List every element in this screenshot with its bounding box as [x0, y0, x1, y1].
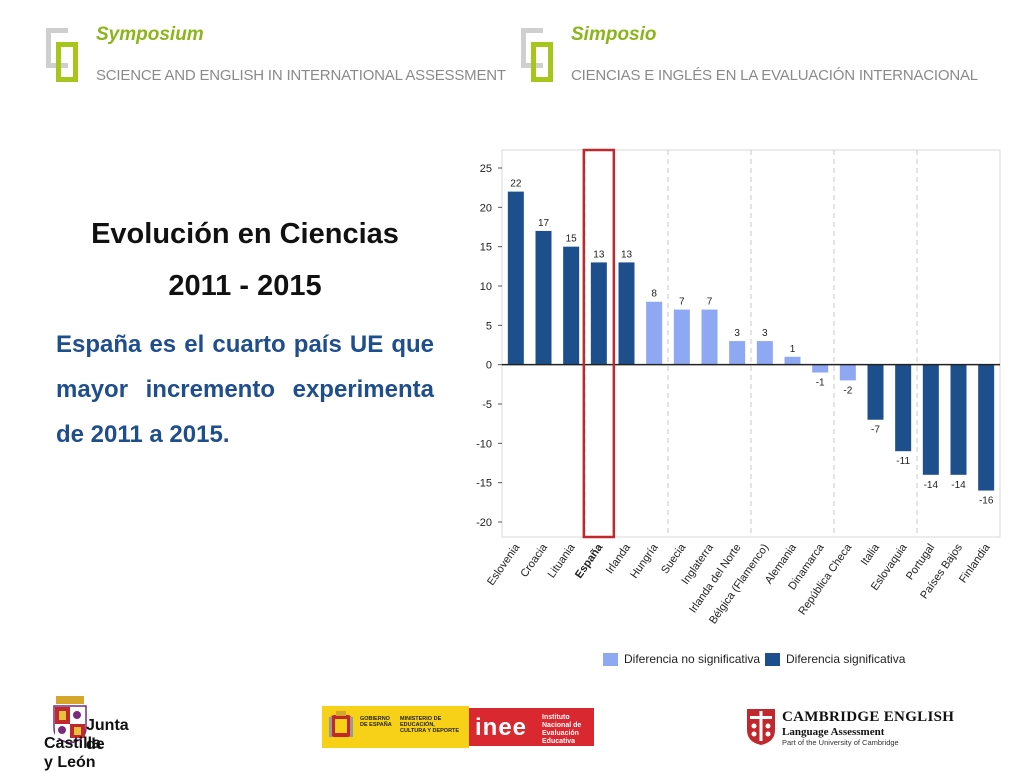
jcyl-name: Junta de — [86, 716, 129, 754]
cambridge-tagline: Part of the University of Cambridge — [782, 738, 899, 747]
jcyl-line1: Junta de — [86, 717, 129, 753]
bar-value-label: -1 — [816, 378, 825, 389]
cambridge-title: CAMBRIDGE ENGLISH — [782, 709, 955, 725]
bar-chart: 2520151050-5-10-15-2022Eslovenia17Croaci… — [476, 148, 1001, 626]
bar — [507, 191, 524, 365]
highlight-box — [582, 148, 616, 539]
bar-value-label: 3 — [734, 328, 740, 339]
bar-value-label: -14 — [924, 480, 939, 491]
bar-value-label: -14 — [951, 480, 966, 491]
x-tick-label: Italia — [859, 541, 883, 568]
bar-value-label: 8 — [651, 289, 657, 300]
gov-gobierno-text: GOBIERNO DE ESPAÑA — [360, 716, 392, 728]
symposium-logo-right — [521, 28, 561, 88]
y-tick-label: 20 — [480, 202, 492, 214]
symposium-subtitle-left: SCIENCE AND ENGLISH IN INTERNATIONAL ASS… — [96, 67, 506, 84]
bar-value-label: 3 — [762, 328, 768, 339]
inee-banner — [469, 708, 594, 746]
bar — [618, 262, 635, 365]
y-tick-label: -5 — [482, 399, 492, 411]
inee-full-name: Instituto Nacional de Evaluación Educati… — [542, 714, 582, 745]
gov-banner: GOBIERNO DE ESPAÑA MINISTERIO DE EDUCACI… — [322, 706, 469, 748]
page-title: Evolución en Ciencias — [91, 218, 399, 250]
legend-swatch-significant — [765, 652, 780, 666]
bar — [950, 364, 967, 475]
y-tick-label: 15 — [480, 242, 492, 254]
y-tick-label: 25 — [480, 163, 492, 175]
bar-value-label: 15 — [566, 234, 578, 245]
bar — [784, 356, 801, 365]
bar — [535, 230, 552, 365]
bar — [895, 364, 912, 452]
bar-value-label: 7 — [707, 297, 713, 308]
symposium-label-right: Simposio — [571, 24, 657, 45]
x-tick-label: Eslovenia — [485, 541, 523, 588]
bar — [729, 341, 746, 365]
jcyl-shield-icon — [53, 696, 87, 744]
bar-value-label: 22 — [510, 179, 522, 190]
bar — [756, 341, 773, 365]
x-tick-label: Hungría — [628, 541, 661, 581]
gov-ministerio-text: MINISTERIO DE EDUCACIÓN, CULTURA Y DEPOR… — [400, 716, 460, 734]
legend-not-significant: Diferencia no significativa — [603, 652, 760, 666]
spain-coat-of-arms-icon — [329, 711, 353, 737]
bar-value-label: 1 — [790, 344, 796, 355]
legend-significant: Diferencia significativa — [765, 652, 905, 666]
x-tick-label: Suecia — [659, 541, 689, 576]
inee-wordmark: inee — [475, 714, 528, 741]
y-tick-label: 10 — [480, 281, 492, 293]
cambridge-subtitle: Language Assessment — [782, 726, 885, 738]
jcyl-name-2: Castilla y León — [44, 734, 101, 772]
bar-value-label: 7 — [679, 297, 685, 308]
y-tick-label: -15 — [476, 478, 492, 490]
bar-value-label: 13 — [593, 249, 605, 260]
legend-swatch-not-significant — [603, 652, 618, 666]
bar-value-label: 17 — [538, 218, 550, 229]
symposium-label-left: Symposium — [96, 24, 204, 45]
bar — [839, 364, 856, 381]
y-tick-label: 5 — [486, 320, 492, 332]
bar-value-label: -11 — [896, 456, 910, 467]
bar — [646, 301, 663, 365]
bar-value-label: 13 — [621, 249, 633, 260]
body-text: España es el cuarto país UE que mayor in… — [56, 331, 434, 448]
page-subtitle-years: 2011 - 2015 — [168, 270, 322, 302]
bar — [922, 364, 939, 475]
y-tick-label: -20 — [476, 517, 492, 529]
x-tick-label: Irlanda — [604, 541, 634, 576]
bar — [978, 364, 995, 491]
bar-value-label: -16 — [979, 496, 994, 507]
jcyl-line2: Castilla y León — [44, 735, 101, 771]
bar — [590, 262, 607, 365]
y-tick-label: -10 — [476, 438, 492, 450]
legend-label-significant: Diferencia significativa — [786, 652, 906, 666]
bar — [701, 309, 718, 365]
symposium-logo-left — [46, 28, 86, 88]
x-tick-label: España — [573, 541, 606, 581]
bar — [563, 246, 580, 365]
y-tick-label: 0 — [486, 360, 492, 372]
symposium-subtitle-right: CIENCIAS E INGLÉS EN LA EVALUACIÓN INTER… — [571, 67, 978, 84]
bar — [812, 364, 829, 373]
legend-label-not-significant: Diferencia no significativa — [624, 652, 761, 666]
bar — [673, 309, 690, 365]
gov-inee-logo: GOBIERNO DE ESPAÑA MINISTERIO DE EDUCACI… — [322, 706, 594, 748]
cambridge-shield-icon — [747, 709, 775, 745]
bar-value-label: -7 — [871, 425, 880, 436]
bar-value-label: -2 — [843, 385, 852, 396]
bar — [867, 364, 884, 420]
